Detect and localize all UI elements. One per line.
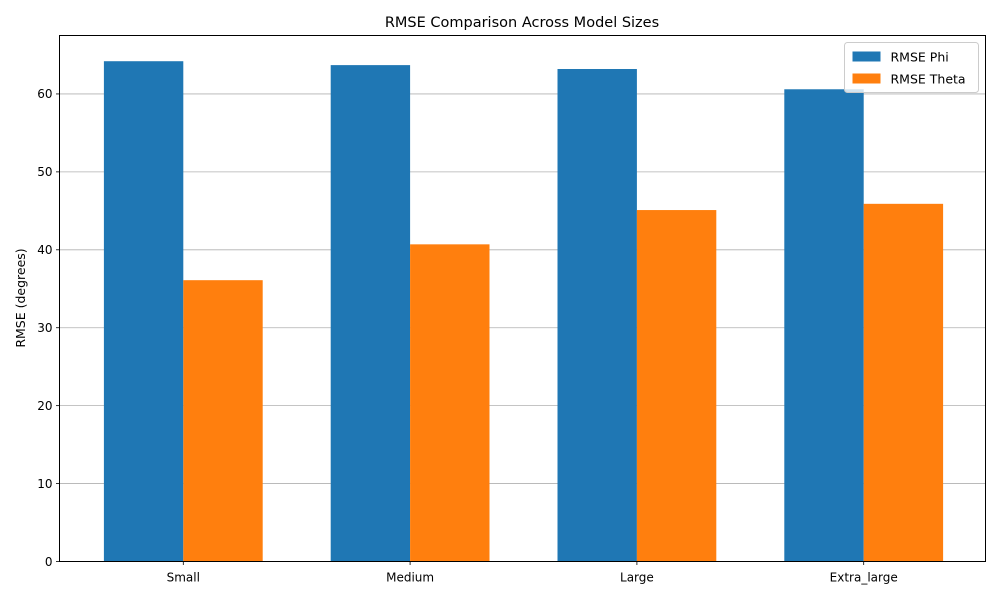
legend: RMSE Phi RMSE Theta (844, 42, 979, 93)
y-tick-label: 50 (37, 165, 52, 179)
y-tick-label: 10 (37, 477, 52, 491)
y-tick-label: 0 (45, 555, 53, 569)
bar-theta-extra_large (863, 203, 944, 562)
bar-phi-small (103, 61, 184, 562)
y-tick-label: 60 (37, 87, 52, 101)
bar-phi-medium (330, 65, 411, 562)
legend-swatch-theta (852, 73, 881, 84)
bar-theta-medium (410, 244, 490, 562)
bar-phi-extra_large (784, 89, 864, 562)
y-tick-label: 30 (37, 321, 52, 335)
x-axis: Small Medium Large Extra_large (167, 561, 898, 585)
x-tick-label: Extra_large (830, 571, 898, 585)
bars (103, 61, 944, 562)
y-tick-label: 40 (37, 243, 52, 257)
legend-swatch-phi (852, 51, 881, 62)
plot-frame (59, 35, 986, 562)
y-tick-label: 20 (37, 399, 52, 413)
x-tick-label: Large (620, 571, 654, 585)
y-axis: 0 10 20 30 40 50 60 (37, 87, 60, 569)
x-tick-label: Medium (386, 571, 434, 585)
chart-title: RMSE Comparison Across Model Sizes (385, 15, 659, 31)
legend-label-phi: RMSE Phi (891, 50, 949, 65)
x-tick-label: Small (167, 571, 200, 585)
bar-theta-large (636, 210, 717, 562)
y-axis-label: RMSE (degrees) (13, 248, 28, 347)
legend-label-theta: RMSE Theta (891, 72, 966, 87)
bar-theta-small (183, 280, 263, 562)
bar-phi-large (557, 69, 637, 562)
